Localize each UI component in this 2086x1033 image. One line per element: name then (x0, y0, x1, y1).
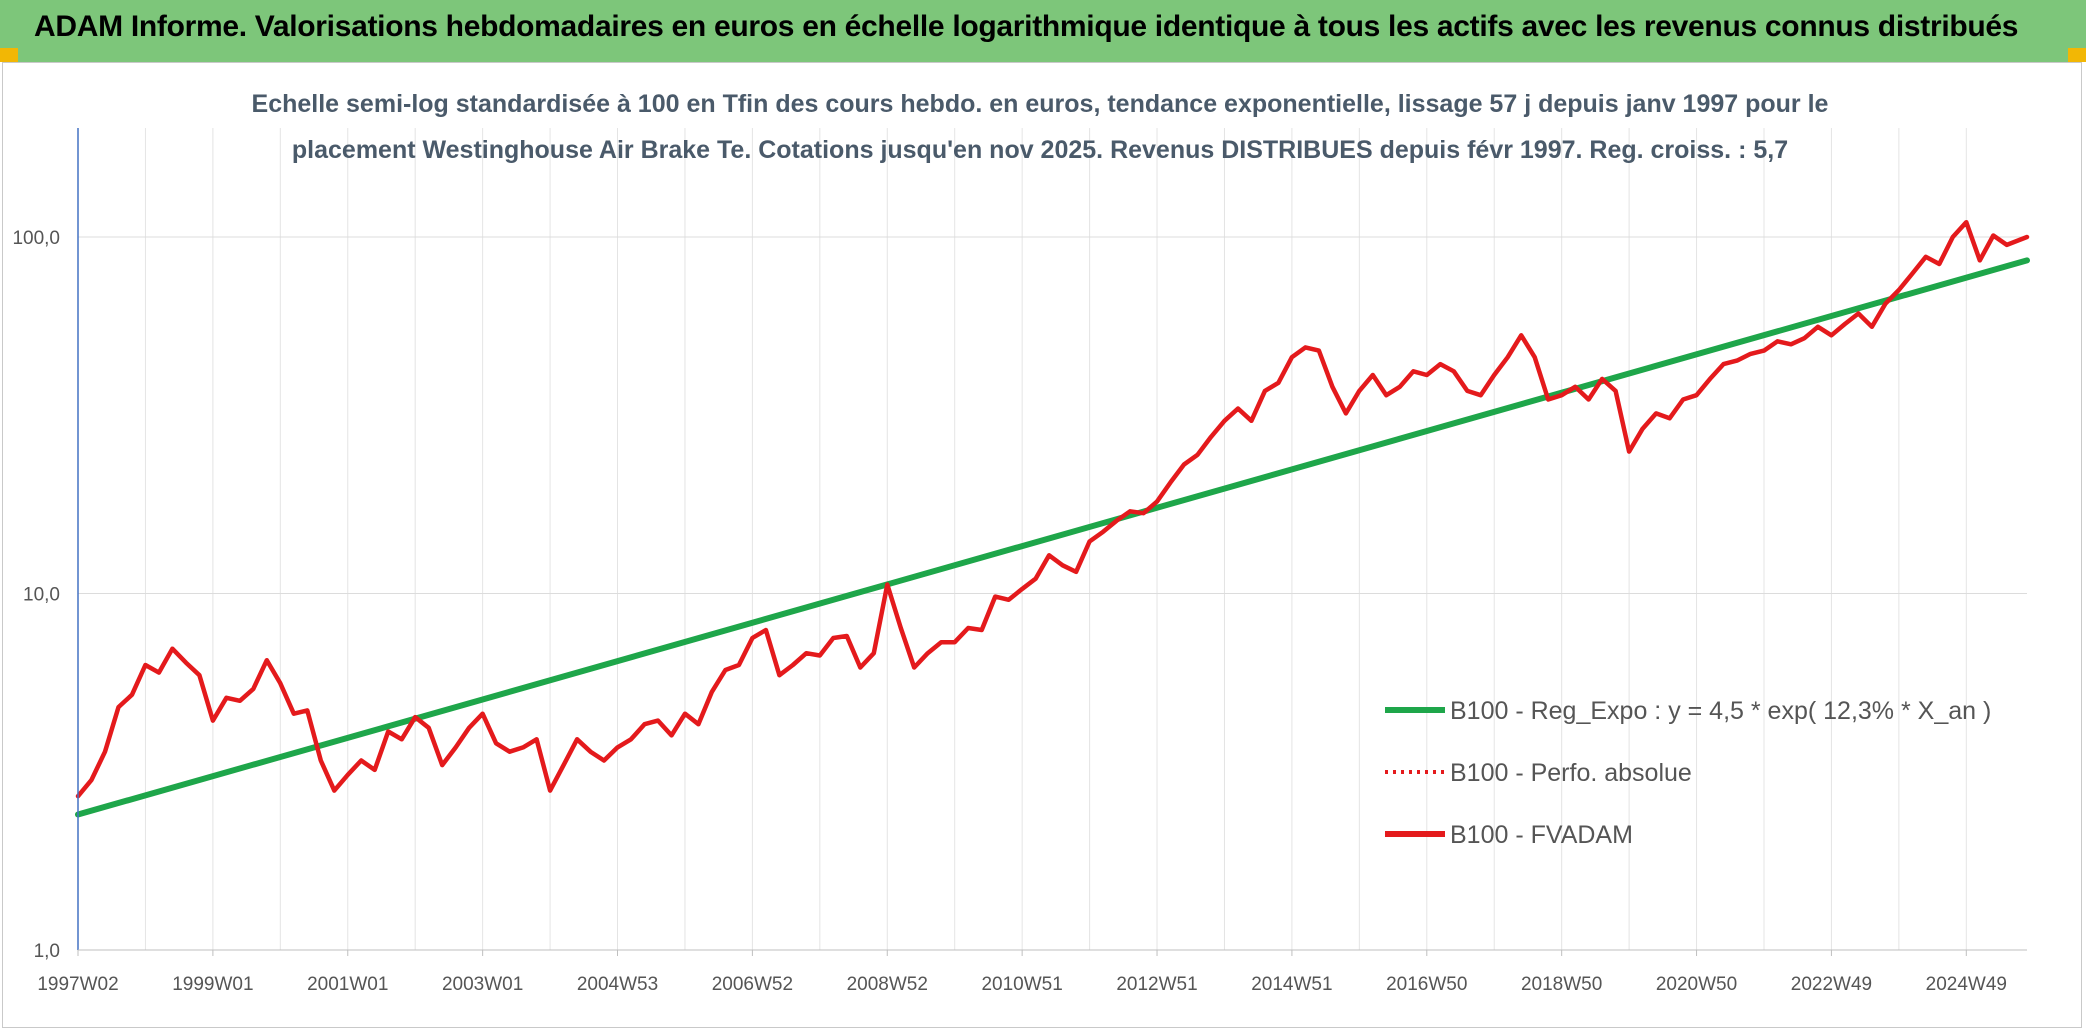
x-tick-label: 2006W52 (712, 974, 793, 995)
chart-subtitle-line-1: Echelle semi-log standardisée à 100 en T… (252, 90, 1829, 118)
series-layer (75, 219, 2030, 818)
trend-line-reg-expo (75, 257, 2030, 818)
x-tick-label: 2003W01 (442, 974, 523, 995)
y-tick-label: 1,0 (34, 941, 60, 962)
series-line-fvadam (75, 219, 2030, 799)
x-tick-label: 2004W53 (577, 974, 658, 995)
legend: B100 - Reg_Expo : y = 4,5 * exp( 12,3% *… (1385, 697, 1991, 849)
chart-frame (2, 62, 2082, 1028)
legend-label: B100 - FVADAM (1450, 821, 1633, 849)
corner-marker-left (0, 48, 18, 62)
x-tick-label: 1997W02 (37, 974, 118, 995)
x-tick-label: 2024W49 (1926, 974, 2007, 995)
y-tick-label: 10,0 (23, 585, 60, 606)
x-tick-label: 2001W01 (307, 974, 388, 995)
x-tick-label: 2014W51 (1251, 974, 1332, 995)
x-tick-label: 2008W52 (847, 974, 928, 995)
legend-label: B100 - Perfo. absolue (1450, 759, 1692, 787)
x-tick-label: 2018W50 (1521, 974, 1602, 995)
x-tick-label: 2012W51 (1116, 974, 1197, 995)
axes: 1,0 10,0 100,0 1997W02 1999W01 2001W01 2003W01… (12, 128, 2027, 995)
x-tick-label: 2022W49 (1791, 974, 1872, 995)
legend-label: B100 - Reg_Expo : y = 4,5 * exp( 12,3% *… (1450, 697, 1991, 725)
x-tick-label: 2010W51 (981, 974, 1062, 995)
report-title: ADAM Informe. Valorisations hebdomadaire… (34, 10, 2019, 43)
x-tick-label: 2016W50 (1386, 974, 1467, 995)
chart-subtitle-line-2: placement Westinghouse Air Brake Te. Cot… (292, 136, 1788, 164)
x-tick-label: 1999W01 (172, 974, 253, 995)
corner-marker-right (2068, 48, 2086, 62)
header-bar: ADAM Informe. Valorisations hebdomadaire… (0, 0, 2086, 62)
y-tick-label: 100,0 (12, 228, 60, 249)
x-tick-label: 2020W50 (1656, 974, 1737, 995)
